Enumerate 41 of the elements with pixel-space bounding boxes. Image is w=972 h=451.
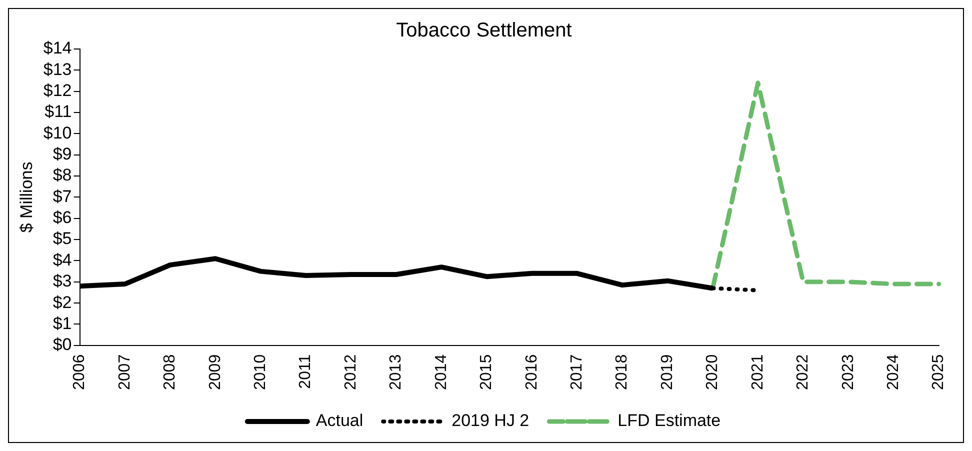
y-tick-label: $7 (52, 186, 72, 206)
legend-label: LFD Estimate (618, 411, 721, 430)
y-tick-label: $1 (52, 314, 72, 333)
x-tick-label: 2019 (658, 354, 676, 390)
x-tick-label: 2014 (432, 354, 450, 390)
x-tick-label: 2022 (794, 354, 812, 390)
x-tick-label: 2009 (206, 354, 224, 390)
x-tick-label: 2015 (478, 354, 496, 390)
y-tick-label: $12 (43, 81, 72, 100)
x-tick-label: 2010 (252, 354, 270, 390)
y-tick-label: $13 (43, 60, 72, 79)
y-tick-label: $0 (52, 335, 72, 354)
y-tick-label: $5 (52, 229, 72, 248)
x-tick-label: 2024 (884, 354, 902, 390)
legend-label: 2019 HJ 2 (452, 411, 530, 430)
y-tick-label: $8 (52, 166, 72, 185)
x-tick-label: 2012 (342, 354, 360, 390)
y-tick-label: $4 (52, 250, 72, 270)
x-tick-label: 2016 (523, 354, 540, 390)
y-axis-title: $ Millions (16, 162, 36, 233)
x-tick-label: 2018 (614, 354, 631, 390)
y-tick-label: $11 (44, 102, 72, 122)
y-tick-label: $10 (43, 123, 72, 142)
y-tick-label: $9 (52, 144, 72, 164)
x-tick-label: 2021 (749, 354, 766, 390)
x-tick-label: 2008 (162, 354, 179, 390)
x-tick-label: 2020 (704, 354, 722, 390)
x-tick-label: 2023 (840, 354, 857, 390)
line-series (710, 80, 942, 290)
x-tick-label: 2025 (930, 354, 948, 390)
y-tick-label: $3 (52, 272, 72, 291)
x-tick-label: 2013 (388, 354, 405, 390)
y-tick-label: $6 (52, 208, 72, 228)
chart-title: Tobacco Settlement (396, 20, 572, 42)
x-tick-label: 2007 (116, 354, 134, 390)
x-tick-label: 2011 (297, 354, 314, 389)
x-tick-label: 2017 (568, 354, 586, 390)
x-tick-label: 2006 (71, 354, 88, 390)
y-tick-label: $14 (43, 38, 72, 58)
legend-label: Actual (316, 411, 364, 430)
y-tick-label: $2 (52, 292, 72, 312)
